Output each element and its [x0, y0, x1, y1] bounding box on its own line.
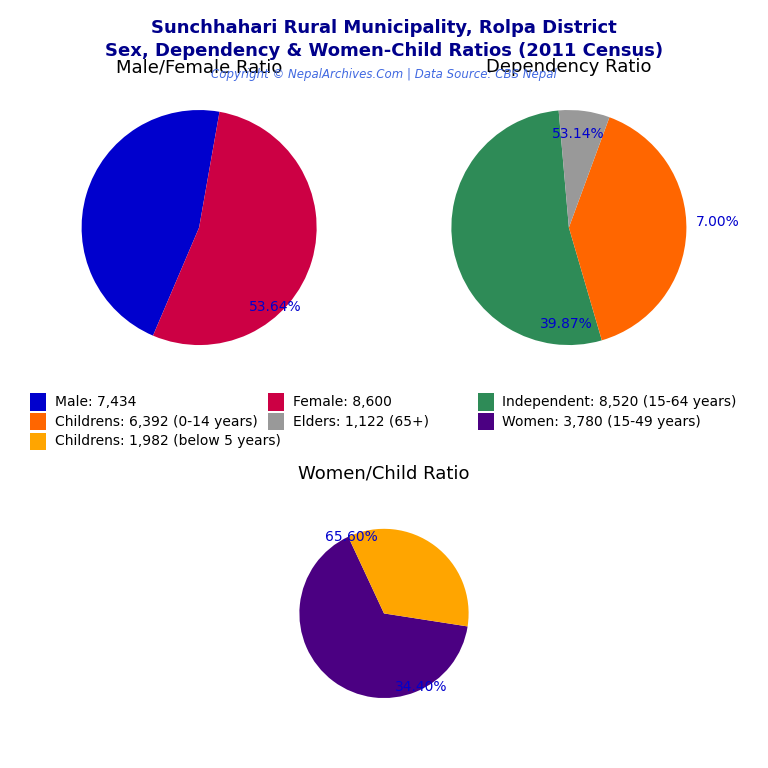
Text: 7.00%: 7.00% [696, 214, 740, 229]
Text: Sex, Dependency & Women-Child Ratios (2011 Census): Sex, Dependency & Women-Child Ratios (20… [105, 42, 663, 60]
Text: Female: 8,600: Female: 8,600 [293, 395, 392, 409]
Wedge shape [569, 118, 687, 340]
Wedge shape [153, 112, 316, 345]
Title: Dependency Ratio: Dependency Ratio [486, 58, 651, 76]
Wedge shape [558, 110, 610, 227]
Text: Elders: 1,122 (65+): Elders: 1,122 (65+) [293, 415, 429, 429]
Text: 53.14%: 53.14% [552, 127, 604, 141]
Text: Copyright © NepalArchives.Com | Data Source: CBS Nepal: Copyright © NepalArchives.Com | Data Sou… [211, 68, 557, 81]
Text: Sunchhahari Rural Municipality, Rolpa District: Sunchhahari Rural Municipality, Rolpa Di… [151, 19, 617, 37]
Text: 46.36%: 46.36% [103, 160, 155, 174]
Text: 39.87%: 39.87% [540, 317, 593, 331]
Text: 65.60%: 65.60% [325, 530, 377, 544]
FancyBboxPatch shape [30, 432, 46, 450]
Text: 34.40%: 34.40% [396, 680, 448, 694]
Wedge shape [452, 111, 602, 345]
Text: Childrens: 1,982 (below 5 years): Childrens: 1,982 (below 5 years) [55, 434, 280, 449]
FancyBboxPatch shape [478, 413, 494, 430]
Wedge shape [300, 537, 468, 698]
Wedge shape [348, 529, 468, 627]
FancyBboxPatch shape [269, 393, 284, 411]
Title: Male/Female Ratio: Male/Female Ratio [116, 58, 283, 76]
FancyBboxPatch shape [30, 393, 46, 411]
FancyBboxPatch shape [30, 413, 46, 430]
Text: Childrens: 6,392 (0-14 years): Childrens: 6,392 (0-14 years) [55, 415, 257, 429]
Wedge shape [81, 110, 220, 336]
FancyBboxPatch shape [269, 413, 284, 430]
Text: Women: 3,780 (15-49 years): Women: 3,780 (15-49 years) [502, 415, 701, 429]
FancyBboxPatch shape [478, 393, 494, 411]
Text: 53.64%: 53.64% [249, 300, 301, 314]
Title: Women/Child Ratio: Women/Child Ratio [298, 465, 470, 483]
Text: Male: 7,434: Male: 7,434 [55, 395, 136, 409]
Text: Independent: 8,520 (15-64 years): Independent: 8,520 (15-64 years) [502, 395, 737, 409]
